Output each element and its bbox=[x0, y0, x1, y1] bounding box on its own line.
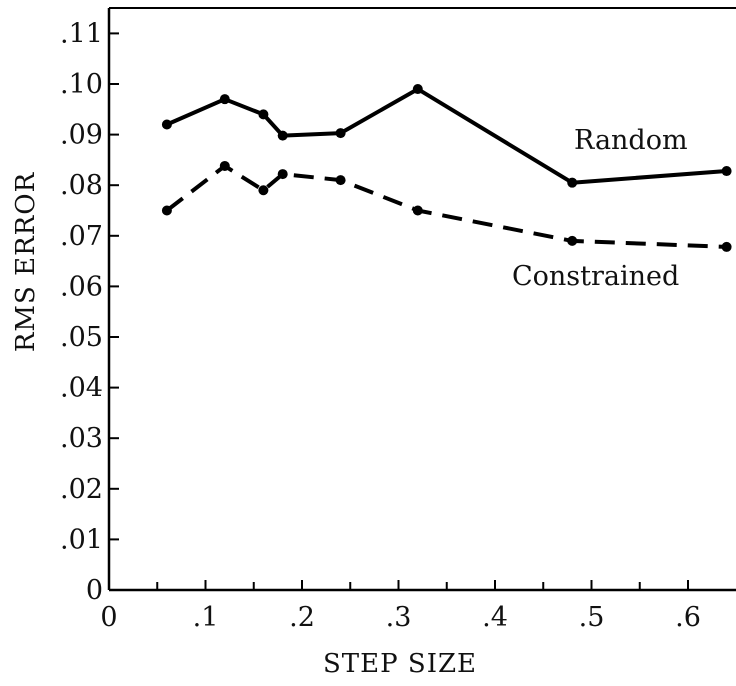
x-axis-title: STEP SIZE bbox=[323, 649, 477, 679]
x-tick-label: .2 bbox=[289, 602, 315, 633]
y-tick-label: .02 bbox=[60, 474, 103, 505]
data-point-constrained bbox=[277, 169, 288, 180]
y-tick-label: 0 bbox=[86, 575, 103, 606]
y-tick-label: .07 bbox=[60, 221, 103, 252]
y-tick-label: .09 bbox=[60, 120, 103, 151]
series-label-random: Random bbox=[574, 125, 688, 156]
y-tick-label: .04 bbox=[60, 373, 103, 404]
x-axis-ticks: 0 .1 .2 .3 .4 .5 .6 bbox=[100, 580, 701, 633]
data-point-constrained bbox=[721, 241, 732, 252]
data-point-random bbox=[277, 130, 288, 141]
y-axis-ticks: 0 .01 .02 .03 .04 .05 .06 .07 .08 .09 .10 .11 bbox=[60, 18, 119, 606]
data-point-constrained bbox=[335, 175, 346, 186]
x-tick-label: 0 bbox=[100, 602, 117, 633]
data-point-random bbox=[567, 177, 578, 188]
series-layer bbox=[161, 84, 732, 252]
data-point-random bbox=[258, 109, 269, 120]
y-tick-label: .11 bbox=[60, 18, 103, 49]
series-line-constrained bbox=[165, 164, 727, 249]
y-axis-title: RMS ERROR bbox=[11, 171, 41, 352]
data-point-constrained bbox=[412, 205, 423, 216]
data-point-constrained bbox=[258, 185, 269, 196]
y-tick-label: .01 bbox=[60, 524, 103, 555]
y-tick-label: .03 bbox=[60, 423, 103, 454]
data-point-constrained bbox=[567, 235, 578, 246]
series-line-random bbox=[166, 87, 727, 185]
x-tick-label: .1 bbox=[193, 602, 219, 633]
x-tick-label: .4 bbox=[482, 602, 508, 633]
data-point-random bbox=[412, 84, 423, 95]
data-point-constrained bbox=[161, 205, 172, 216]
data-point-random bbox=[335, 128, 346, 139]
series-label-constrained: Constrained bbox=[512, 261, 679, 292]
data-point-random bbox=[161, 119, 172, 130]
y-tick-label: .10 bbox=[60, 69, 103, 100]
y-tick-label: .05 bbox=[60, 322, 103, 353]
plot-frame bbox=[107, 7, 736, 592]
y-tick-label: .06 bbox=[60, 271, 103, 302]
data-point-constrained bbox=[219, 160, 230, 171]
x-tick-label: .5 bbox=[579, 602, 605, 633]
y-tick-label: .08 bbox=[60, 170, 103, 201]
x-tick-label: .6 bbox=[675, 602, 701, 633]
data-point-random bbox=[721, 166, 732, 177]
data-point-random bbox=[219, 94, 230, 105]
x-tick-label: .3 bbox=[386, 602, 412, 633]
